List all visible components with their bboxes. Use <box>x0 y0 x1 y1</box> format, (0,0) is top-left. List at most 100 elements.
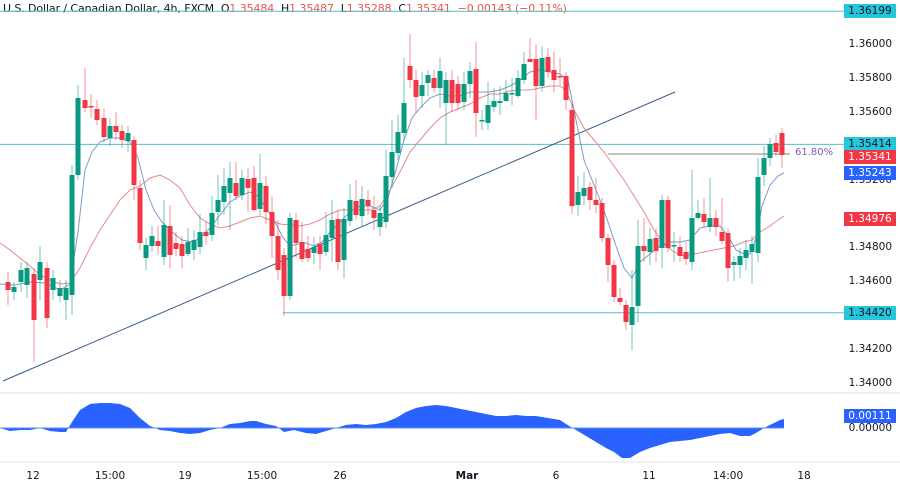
oscillator-area <box>0 403 784 458</box>
candle-body <box>215 200 221 212</box>
candle-body <box>203 232 209 236</box>
candle-body <box>5 282 11 290</box>
candle-body <box>545 57 551 72</box>
candle-body <box>521 64 527 80</box>
candle-body <box>593 200 599 205</box>
candle-body <box>347 200 353 221</box>
candle-body <box>437 71 443 88</box>
candle-body <box>629 307 635 325</box>
candle-body <box>689 218 695 262</box>
candle-body <box>665 200 671 248</box>
candle-body <box>125 133 131 141</box>
price-tag: 1.34420 <box>844 305 896 320</box>
candle-body <box>149 236 155 246</box>
candle-body <box>761 158 767 175</box>
candle-body <box>653 238 659 251</box>
candle-body <box>383 176 389 222</box>
candle-body <box>677 247 683 256</box>
fib-level-label: 61.80% <box>795 147 834 158</box>
candle-body <box>659 200 665 248</box>
time-tick-label: 19 <box>178 470 192 482</box>
candle-body <box>569 110 575 206</box>
candle-body <box>329 220 335 238</box>
candle-body <box>395 132 401 153</box>
candle-body <box>245 179 251 188</box>
price-tick-label: 1.34000 <box>848 377 892 389</box>
candle-body <box>539 58 545 86</box>
candle-body <box>365 200 371 206</box>
candle-body <box>197 232 203 247</box>
candle-body <box>731 262 737 265</box>
candle-body <box>57 288 63 296</box>
candle-body <box>611 265 617 297</box>
candle-body <box>353 201 359 215</box>
candle-body <box>755 177 761 253</box>
candle-body <box>263 186 269 212</box>
candle-body <box>473 69 479 113</box>
candle-body <box>341 219 347 260</box>
time-tick-label: 15:00 <box>94 470 126 482</box>
candle-body <box>24 268 30 285</box>
candle-body <box>233 183 239 196</box>
candle-body <box>485 105 491 123</box>
candle-body <box>179 244 185 256</box>
candle-body <box>401 103 407 133</box>
time-tick-label: 26 <box>333 470 347 482</box>
candle-body <box>11 287 17 292</box>
candle-body <box>137 188 143 243</box>
candle-body <box>425 75 431 83</box>
candle-body <box>94 109 100 120</box>
candle-body <box>779 133 785 155</box>
price-tick-label: 1.34800 <box>848 241 892 254</box>
candle-body <box>113 126 119 132</box>
candle-body <box>641 246 647 251</box>
candle-body <box>69 175 75 295</box>
candle-body <box>461 84 467 102</box>
candle-body <box>617 298 623 302</box>
candle-body <box>191 240 197 250</box>
candle-body <box>75 98 81 175</box>
price-tag: 1.35341 <box>844 149 896 164</box>
price-tag: 1.34976 <box>844 211 896 226</box>
candle-body <box>719 232 725 241</box>
candle-body <box>50 278 56 290</box>
candle-body <box>287 218 293 296</box>
candle-body <box>44 268 50 318</box>
candle-body <box>299 242 305 259</box>
candle-body <box>503 93 509 101</box>
price-tick-label: 1.34200 <box>848 343 892 356</box>
candle-body <box>82 100 88 108</box>
candle-body <box>227 178 233 193</box>
price-tick-label: 1.34600 <box>848 275 892 288</box>
candle-body <box>527 59 533 62</box>
candle-body <box>683 252 689 259</box>
candle-body <box>31 274 37 320</box>
candle-body <box>293 220 299 243</box>
candle-body <box>707 218 713 227</box>
candle-body <box>239 178 245 195</box>
candle-body <box>131 140 137 185</box>
price-tick-label: 1.35800 <box>848 71 892 84</box>
candle-body <box>269 212 275 236</box>
candle-body <box>725 233 731 268</box>
time-tick-label: 11 <box>642 470 656 482</box>
candle-body <box>497 101 503 103</box>
time-tick-label: 14:00 <box>712 470 744 482</box>
time-tick-label: 15:00 <box>246 470 278 482</box>
candle-body <box>575 192 581 205</box>
candle-body <box>359 199 365 216</box>
candle-body <box>107 126 113 138</box>
candle-body <box>335 219 341 262</box>
price-tag: 1.35414 <box>844 137 896 152</box>
candle-body <box>161 225 167 257</box>
candle-body <box>389 152 395 177</box>
candle-body <box>713 218 719 227</box>
candle-body <box>143 245 149 258</box>
candle-body <box>509 93 515 95</box>
candle-body <box>257 183 263 209</box>
candle-body <box>419 85 425 96</box>
candle-body <box>479 120 485 122</box>
candle-body <box>119 131 125 140</box>
candle-body <box>407 66 413 80</box>
